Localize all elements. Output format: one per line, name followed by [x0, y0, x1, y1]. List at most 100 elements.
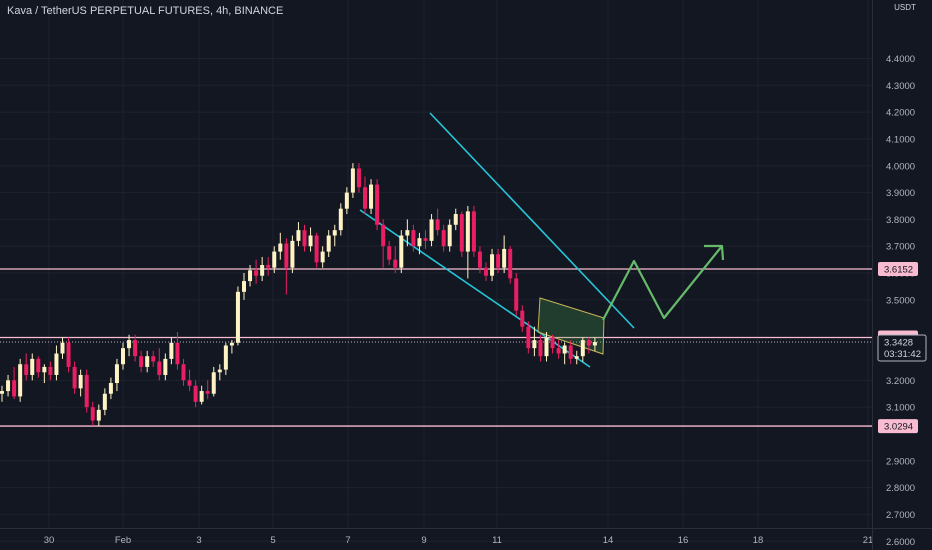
countdown-label: 03:31:42	[884, 349, 921, 360]
candle-body-up	[405, 230, 410, 236]
x-tick-label: Feb	[115, 535, 131, 546]
candle-body-up	[78, 374, 83, 389]
candle-body-down	[393, 259, 398, 268]
x-tick-label: 14	[603, 535, 614, 546]
x-tick-label: 3	[196, 535, 201, 546]
candle-body-down	[423, 238, 428, 241]
candle-body-up	[320, 251, 325, 263]
candle-body-up	[121, 348, 125, 365]
candle-body-up	[114, 364, 119, 384]
candle-body-up	[544, 337, 549, 357]
candle-body-down	[514, 278, 519, 311]
candle-body-down	[550, 337, 555, 349]
candle-body-up	[592, 342, 597, 346]
candle-body-up	[308, 235, 313, 247]
candle-body-up	[42, 366, 47, 373]
y-tick-label: 4.4000	[886, 54, 915, 65]
y-tick-label: 3.2000	[886, 376, 915, 387]
candle-body-down	[441, 230, 446, 247]
candle-body-down	[193, 385, 198, 402]
candle-body-up	[127, 340, 132, 349]
candle-body-up	[211, 372, 216, 394]
y-tick-label: 3.8000	[886, 215, 915, 226]
candle-body-down	[471, 211, 476, 252]
y-tick-label: 4.2000	[886, 108, 915, 119]
candle-body-up	[490, 254, 495, 276]
candle-body-up	[30, 358, 35, 375]
level-price-label: 3.0294	[884, 422, 913, 433]
candle-body-up	[242, 281, 246, 292]
candle-body-up	[369, 184, 374, 209]
candle-body-down	[284, 243, 289, 268]
candle-body-down	[84, 374, 89, 408]
candle-body-up	[217, 369, 222, 373]
candle-body-up	[338, 208, 343, 231]
y-tick-label: 2.9000	[886, 456, 915, 467]
x-tick-label: 21	[863, 535, 874, 546]
candle-body-up	[332, 230, 337, 236]
candle-body-up	[145, 356, 150, 367]
candle-body-down	[314, 235, 319, 263]
candle-body-up	[248, 270, 253, 282]
candle-body-down	[477, 251, 482, 268]
y-tick-label: 2.8000	[886, 483, 915, 494]
candle-body-up	[350, 168, 355, 193]
candle-body-down	[266, 265, 271, 268]
candle-body-up	[54, 353, 59, 375]
y-tick-label: 2.6000	[886, 537, 915, 548]
y-tick-label: 2.7000	[886, 510, 915, 521]
candle-body-down	[435, 219, 440, 231]
x-tick-label: 9	[421, 535, 426, 546]
candle-body-down	[181, 364, 186, 381]
candle-body-down	[484, 267, 488, 276]
candle-body-down	[568, 345, 573, 359]
y-tick-label: 4.0000	[886, 161, 915, 172]
candle-body-up	[108, 383, 113, 394]
x-tick-label: 16	[678, 535, 689, 546]
candle-body-up	[453, 214, 458, 225]
candle-body-down	[151, 356, 156, 362]
candle-body-up	[18, 364, 23, 397]
candle-body-up	[447, 224, 452, 247]
flag-pattern-box	[537, 297, 605, 355]
x-tick-label: 5	[270, 535, 275, 546]
x-tick-label: 18	[753, 535, 764, 546]
candle-body-down	[496, 254, 501, 268]
candle-body-up	[272, 251, 277, 268]
level-price-tag	[878, 419, 918, 434]
candle-body-up	[574, 356, 579, 359]
candle-body-down	[157, 361, 162, 375]
candle-body-down	[36, 358, 41, 373]
candle-body-down	[411, 230, 416, 247]
candle-body-up	[163, 358, 168, 375]
candle-body-down	[24, 364, 29, 375]
candle-body-up	[235, 291, 240, 343]
candle-body-down	[556, 348, 561, 354]
candle-body-down	[72, 366, 77, 389]
candle-body-down	[356, 168, 361, 188]
candle-body-up	[562, 345, 567, 354]
x-tick-label: 30	[44, 535, 55, 546]
candle-body-down	[375, 184, 380, 225]
candle-body-up	[502, 248, 507, 268]
candle-layer	[0, 163, 597, 426]
y-tick-label: 4.1000	[886, 134, 915, 145]
candle-body-down	[133, 340, 138, 357]
candle-body-up	[169, 342, 174, 359]
candle-body-down	[459, 214, 464, 252]
candle-body-down	[508, 248, 513, 279]
candle-body-down	[12, 380, 17, 397]
candle-body-up	[60, 342, 65, 354]
candle-body-down	[139, 356, 144, 367]
candle-body-down	[538, 340, 543, 357]
level-price-label: 3.6152	[884, 264, 913, 275]
candle-body-down	[48, 366, 53, 375]
candle-body-up	[260, 265, 265, 276]
last-price-label: 3.3428	[884, 338, 913, 349]
candle-body-down	[205, 391, 210, 394]
candle-body-up	[326, 235, 331, 252]
candle-body-down	[520, 310, 525, 327]
candle-body-up	[290, 240, 295, 268]
